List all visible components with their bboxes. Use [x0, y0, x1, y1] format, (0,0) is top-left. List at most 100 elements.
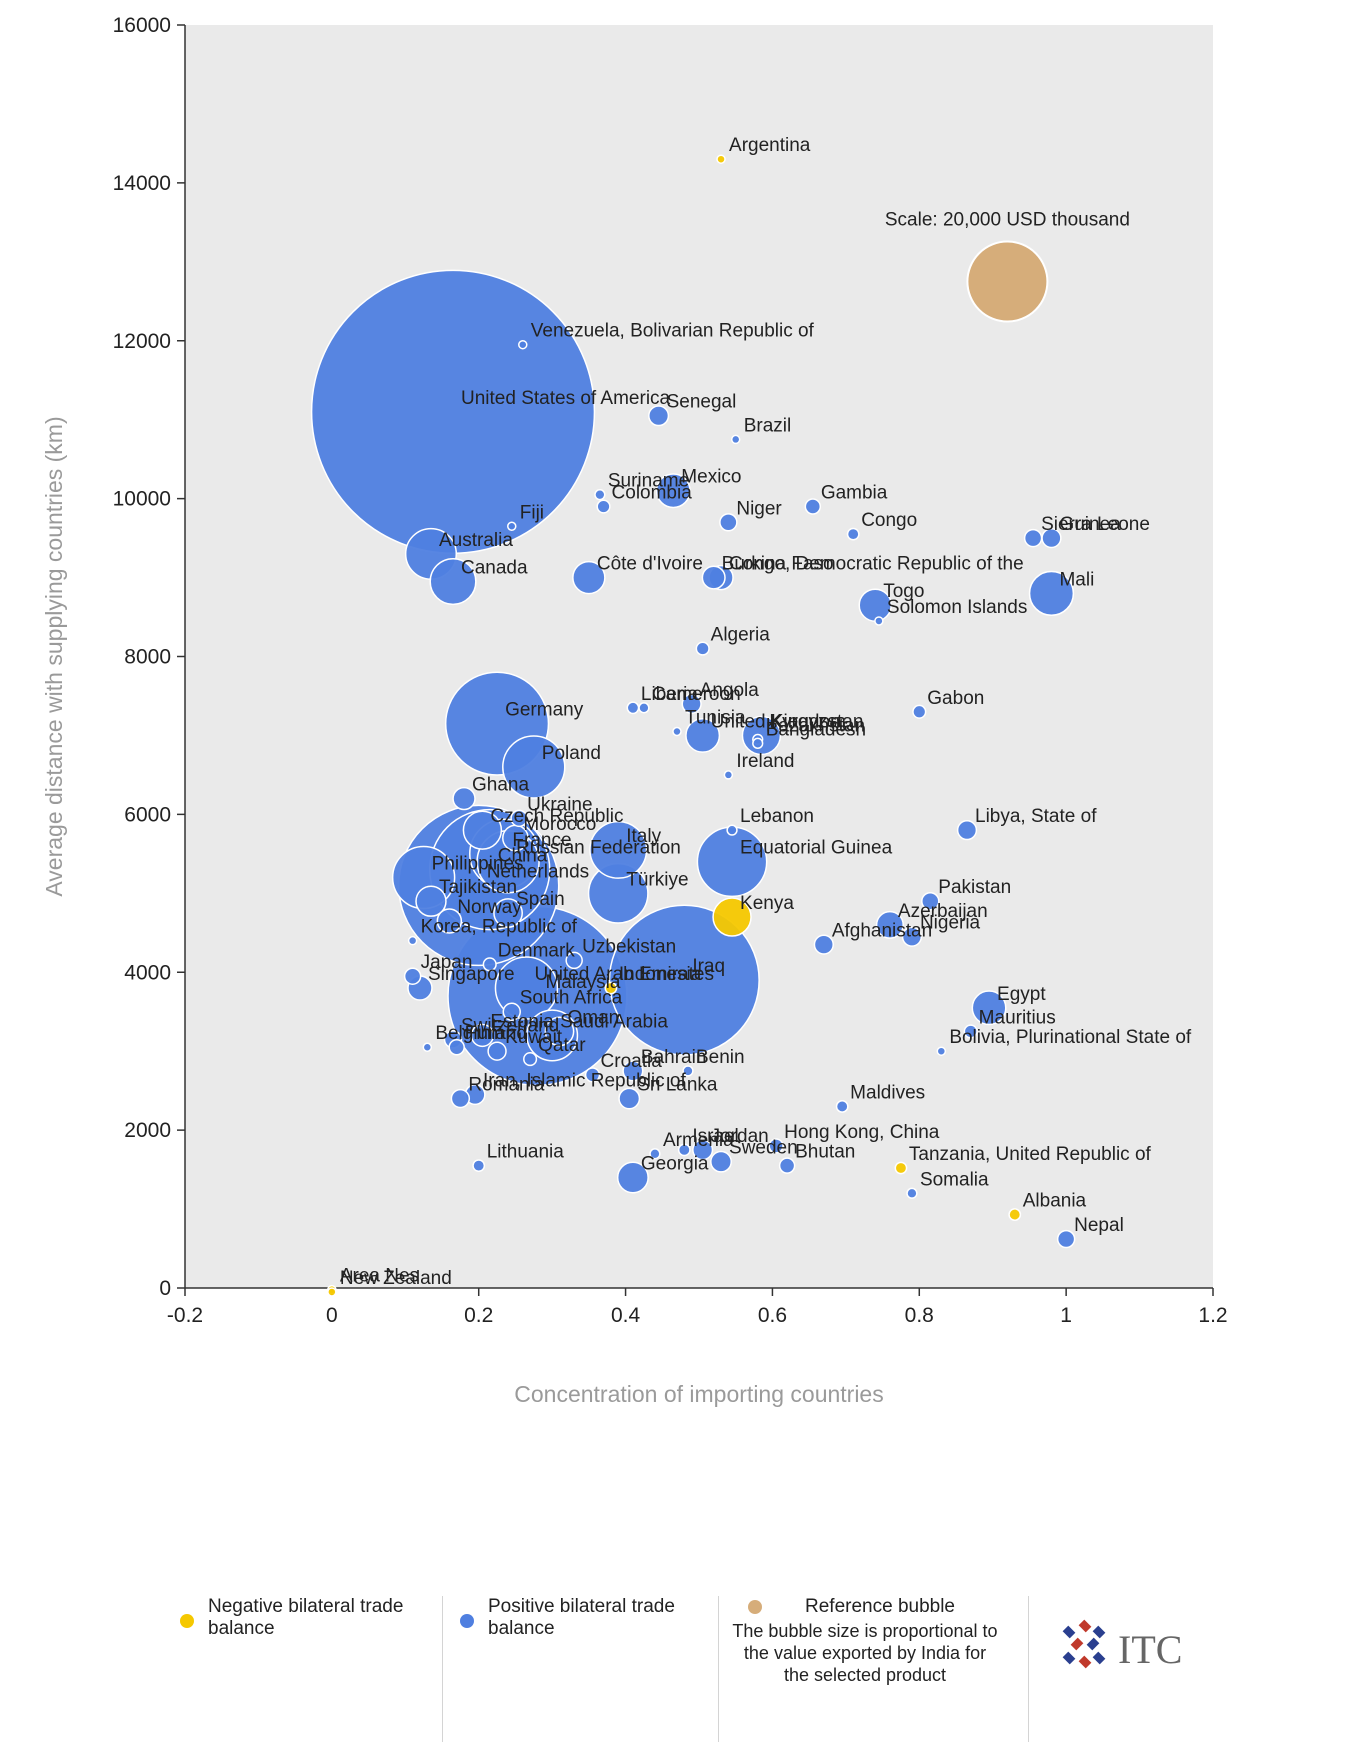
bubble — [429, 557, 477, 606]
bubble-label: South Africa — [520, 988, 623, 1009]
bubble-label: Guinea — [1059, 514, 1121, 535]
bubble — [778, 1157, 796, 1174]
bubble — [487, 1041, 507, 1061]
bubble-label: Denmark — [498, 940, 576, 961]
x-tick-label: 0 — [326, 1304, 338, 1327]
bubble — [638, 702, 650, 714]
bubble-label: Gambia — [821, 483, 888, 504]
bubble-label: Bhutan — [795, 1142, 855, 1163]
bubble-label: Lithuania — [487, 1142, 565, 1163]
bubble-label: Kuwait — [505, 1027, 563, 1048]
bubble — [648, 405, 670, 427]
bubble-label: United States of America — [461, 388, 671, 409]
bubble-label: Kyrgyzstan — [769, 711, 863, 732]
bubble-label: Afghanistan — [832, 921, 932, 942]
scale-label: Scale: 20,000 USD thousand — [885, 210, 1130, 231]
bubble-label: Tunisia — [685, 707, 746, 728]
bubble-label: Congo — [861, 510, 917, 531]
bubble — [875, 910, 904, 939]
bubble — [912, 704, 927, 719]
bubble-label: Colombia — [612, 483, 693, 504]
bubble-label: Russian Federation — [516, 838, 681, 859]
x-tick-label: 0.8 — [905, 1304, 934, 1327]
legend-reference: Reference bubble The bubble size is prop… — [730, 1596, 1000, 1742]
bubble — [695, 641, 710, 656]
bubble — [681, 693, 702, 714]
bubble-label: Philippines — [432, 854, 524, 875]
bubble — [518, 339, 528, 350]
bubble-label: Belgium — [435, 1023, 504, 1044]
bubble-label: Mauritius — [979, 1007, 1056, 1028]
bubble — [594, 489, 606, 501]
bubble-label: China — [498, 846, 548, 867]
bubble-label: Togo — [883, 581, 924, 602]
x-axis-title: Concentration of importing countries — [514, 1381, 883, 1407]
bubble — [403, 967, 422, 985]
bubble-label: Brazil — [744, 415, 792, 436]
bubble-label: Tajikistan — [439, 877, 517, 898]
bubble-label: Netherlands — [487, 861, 589, 882]
bubble — [971, 990, 1007, 1026]
bubble-label: Finland — [465, 1023, 527, 1044]
bubble — [493, 898, 523, 928]
bubble-label: Sweden — [729, 1138, 798, 1159]
bubble — [604, 981, 618, 995]
bubble-label: Venezuela, Bolivarian Republic of — [531, 321, 815, 342]
bubble-label: Côte d'Ivoire — [597, 554, 703, 575]
bubble-label: Estonia — [490, 1011, 554, 1032]
bubble — [835, 1100, 849, 1113]
bubble-label: Italy — [626, 826, 661, 847]
bubble-label: Ghana — [472, 775, 529, 796]
bubble — [572, 560, 606, 595]
bubble-label: Somalia — [920, 1169, 989, 1190]
bubble — [589, 820, 648, 879]
bubble — [672, 726, 682, 737]
bubble — [874, 616, 884, 626]
bubbles — [310, 154, 1076, 1297]
bubble — [936, 1046, 947, 1056]
itc-logo-icon — [1062, 1619, 1106, 1669]
bubble-label: Uzbekistan — [582, 936, 676, 957]
bubble — [510, 809, 528, 828]
bubble — [544, 1016, 575, 1047]
bubble-label: Area Nes — [340, 1266, 419, 1287]
axes: 0 2000 4000 6000 8000 10000 12000 14000 16000 -0.… — [113, 14, 1228, 1327]
bubble-label: Mexico — [681, 467, 741, 488]
bubble-label: Poland — [542, 743, 601, 764]
bubble — [677, 1143, 691, 1157]
bubble — [963, 1024, 978, 1039]
bubble-label: Singapore — [428, 964, 515, 985]
bubble-label: Croatia — [601, 1051, 663, 1072]
bubble-label: Congo, Democratic Republic of the — [729, 554, 1024, 575]
bubble-label: Bangladesh — [766, 719, 866, 740]
bubble — [472, 1159, 486, 1173]
bubble — [422, 1042, 433, 1052]
bubble-label: Canada — [461, 558, 528, 579]
bubble — [450, 1088, 471, 1109]
legend: Negative bilateral trade balance Positiv… — [160, 1596, 1280, 1742]
bubble-label: United Kingdom — [711, 711, 846, 732]
bubble — [701, 565, 726, 590]
bubble-label: Egypt — [997, 984, 1046, 1005]
bubble-label: Angola — [700, 680, 760, 701]
bubble-label: Switzerland — [461, 1015, 559, 1036]
bubble-label: Georgia — [641, 1153, 709, 1174]
bubble-label: Saudi Arabia — [560, 1011, 668, 1032]
legend-reference-note: The bubble size is proportional to the v… — [732, 1621, 998, 1685]
bubble-label: Benin — [696, 1047, 745, 1068]
bubble-label: France — [512, 830, 571, 851]
bubble — [452, 786, 476, 811]
bubble-label: Norway — [457, 897, 522, 918]
bubble-label: Nepal — [1074, 1215, 1124, 1236]
legend-reference-label: Reference bubble — [805, 1596, 955, 1617]
bubble — [682, 1065, 694, 1077]
bubble — [523, 1052, 538, 1067]
bubble-label: Azerbaijan — [898, 901, 988, 922]
bubble — [719, 513, 738, 532]
bubble — [768, 1138, 784, 1154]
positive-dot-icon — [460, 1614, 474, 1628]
y-tick-label: 10000 — [113, 488, 171, 511]
y-tick-label: 4000 — [124, 961, 171, 984]
reference-bubble — [966, 240, 1049, 323]
bubble-label: Maldives — [850, 1082, 925, 1103]
